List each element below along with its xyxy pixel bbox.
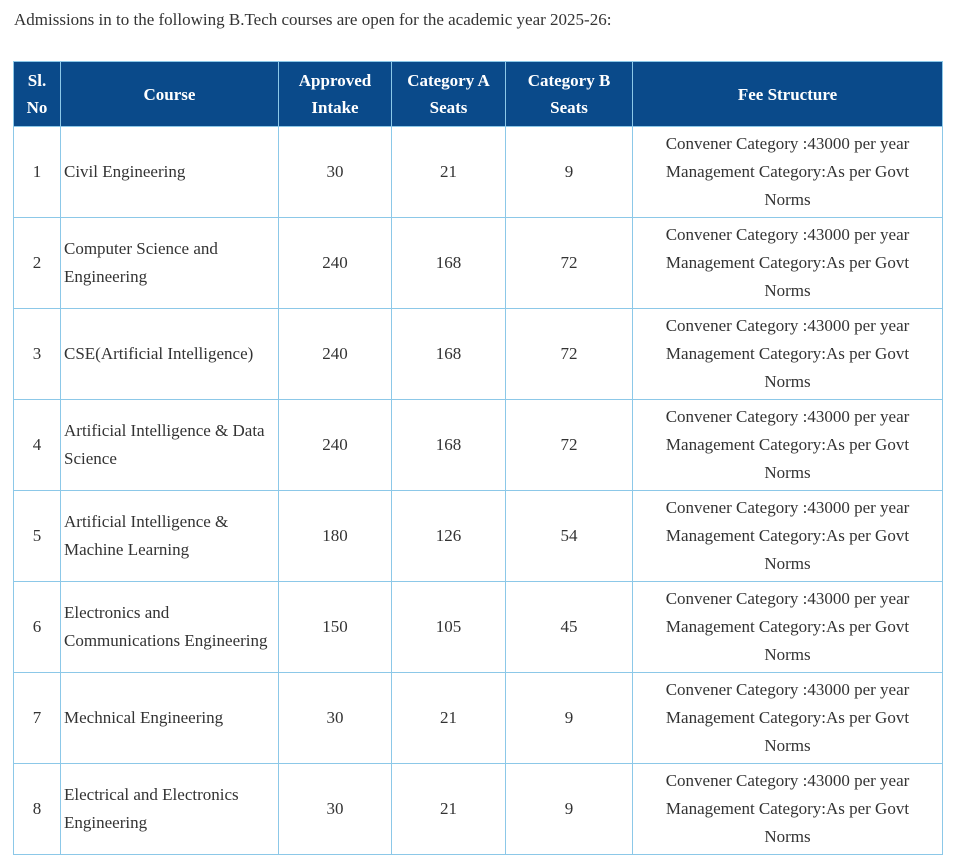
row-fee-structure: Convener Category :43000 per year Manage… — [632, 581, 943, 673]
fee-norms: Norms — [764, 463, 811, 482]
row-sl-no: 1 — [13, 126, 61, 218]
row-approved-intake: 180 — [278, 490, 392, 582]
fee-management: Management Category:As per Govt — [665, 526, 910, 545]
row-sl-no: 4 — [13, 399, 61, 491]
fee-management: Management Category:As per Govt — [665, 617, 910, 636]
fee-convener: Convener Category :43000 per year — [665, 680, 910, 699]
header-course: Course — [60, 61, 279, 127]
row-category-b-seats: 9 — [505, 672, 633, 764]
row-category-a-seats: 21 — [391, 672, 506, 764]
row-category-b-seats: 45 — [505, 581, 633, 673]
row-category-a-seats: 21 — [391, 763, 506, 855]
fee-convener: Convener Category :43000 per year — [665, 316, 910, 335]
intro-text: Admissions in to the following B.Tech co… — [14, 10, 612, 29]
fee-norms: Norms — [764, 827, 811, 846]
fee-convener: Convener Category :43000 per year — [665, 498, 910, 517]
row-sl-no: 6 — [13, 581, 61, 673]
row-approved-intake: 240 — [278, 308, 392, 400]
row-category-b-seats: 54 — [505, 490, 633, 582]
row-category-a-seats: 168 — [391, 217, 506, 309]
table-row: 8 Electrical and Electronics Engineering… — [13, 763, 943, 855]
row-course: Computer Science and Engineering — [60, 217, 279, 309]
row-fee-structure: Convener Category :43000 per year Manage… — [632, 308, 943, 400]
row-course: Artificial Intelligence & Machine Learni… — [60, 490, 279, 582]
header-category-b-seats: Category B Seats — [505, 61, 633, 127]
fee-management: Management Category:As per Govt — [665, 162, 910, 181]
row-category-a-seats: 126 — [391, 490, 506, 582]
fee-convener: Convener Category :43000 per year — [665, 225, 910, 244]
row-fee-structure: Convener Category :43000 per year Manage… — [632, 126, 943, 218]
header-sl-no: Sl. No — [13, 61, 61, 127]
header-cat-a-line2: Seats — [429, 98, 468, 117]
row-sl-no: 5 — [13, 490, 61, 582]
fee-norms: Norms — [764, 554, 811, 573]
table-row: 2 Computer Science and Engineering 240 1… — [13, 217, 943, 309]
header-cat-a-line1: Category A — [407, 71, 490, 90]
header-sl-line1: Sl. — [27, 71, 47, 90]
row-approved-intake: 30 — [278, 672, 392, 764]
row-approved-intake: 30 — [278, 126, 392, 218]
row-approved-intake: 30 — [278, 763, 392, 855]
table-row: 7 Mechnical Engineering 30 21 9 Convener… — [13, 672, 943, 764]
fee-convener: Convener Category :43000 per year — [665, 134, 910, 153]
header-intake-line1: Approved — [298, 71, 372, 90]
row-sl-no: 7 — [13, 672, 61, 764]
fee-convener: Convener Category :43000 per year — [665, 771, 910, 790]
header-approved-intake: Approved Intake — [278, 61, 392, 127]
table-row: 1 Civil Engineering 30 21 9 Convener Cat… — [13, 126, 943, 218]
row-sl-no: 2 — [13, 217, 61, 309]
row-course: Civil Engineering — [60, 126, 279, 218]
fee-management: Management Category:As per Govt — [665, 799, 910, 818]
row-approved-intake: 150 — [278, 581, 392, 673]
row-course: Mechnical Engineering — [60, 672, 279, 764]
fee-norms: Norms — [764, 190, 811, 209]
row-sl-no: 8 — [13, 763, 61, 855]
table-row: 5 Artificial Intelligence & Machine Lear… — [13, 490, 943, 582]
header-row: Sl. No Course Approved Intake Category A… — [13, 61, 943, 127]
row-category-a-seats: 105 — [391, 581, 506, 673]
fee-management: Management Category:As per Govt — [665, 708, 910, 727]
row-approved-intake: 240 — [278, 217, 392, 309]
row-sl-no: 3 — [13, 308, 61, 400]
row-course: CSE(Artificial Intelligence) — [60, 308, 279, 400]
table-row: 3 CSE(Artificial Intelligence) 240 168 7… — [13, 308, 943, 400]
fee-norms: Norms — [764, 736, 811, 755]
row-category-b-seats: 9 — [505, 763, 633, 855]
fee-management: Management Category:As per Govt — [665, 435, 910, 454]
row-category-b-seats: 72 — [505, 399, 633, 491]
row-fee-structure: Convener Category :43000 per year Manage… — [632, 490, 943, 582]
row-fee-structure: Convener Category :43000 per year Manage… — [632, 217, 943, 309]
row-course: Electrical and Electronics Engineering — [60, 763, 279, 855]
header-category-a-seats: Category A Seats — [391, 61, 506, 127]
row-fee-structure: Convener Category :43000 per year Manage… — [632, 399, 943, 491]
fee-management: Management Category:As per Govt — [665, 344, 910, 363]
row-category-b-seats: 9 — [505, 126, 633, 218]
row-course: Electronics and Communications Engineeri… — [60, 581, 279, 673]
row-fee-structure: Convener Category :43000 per year Manage… — [632, 763, 943, 855]
row-category-a-seats: 168 — [391, 399, 506, 491]
table-row: 6 Electronics and Communications Enginee… — [13, 581, 943, 673]
table-row: 4 Artificial Intelligence & Data Science… — [13, 399, 943, 491]
row-category-a-seats: 168 — [391, 308, 506, 400]
row-course: Artificial Intelligence & Data Science — [60, 399, 279, 491]
header-cat-b-line2: Seats — [550, 98, 588, 117]
row-category-a-seats: 21 — [391, 126, 506, 218]
header-cat-b-line1: Category B — [527, 71, 611, 90]
row-category-b-seats: 72 — [505, 217, 633, 309]
fee-norms: Norms — [764, 372, 811, 391]
fee-convener: Convener Category :43000 per year — [665, 407, 910, 426]
row-approved-intake: 240 — [278, 399, 392, 491]
fee-norms: Norms — [764, 645, 811, 664]
header-intake-line2: Intake — [311, 98, 359, 117]
courses-table: Sl. No Course Approved Intake Category A… — [13, 61, 943, 855]
row-fee-structure: Convener Category :43000 per year Manage… — [632, 672, 943, 764]
fee-convener: Convener Category :43000 per year — [665, 589, 910, 608]
header-sl-line2: No — [26, 98, 48, 117]
row-category-b-seats: 72 — [505, 308, 633, 400]
header-fee-structure: Fee Structure — [632, 61, 943, 127]
fee-management: Management Category:As per Govt — [665, 253, 910, 272]
fee-norms: Norms — [764, 281, 811, 300]
